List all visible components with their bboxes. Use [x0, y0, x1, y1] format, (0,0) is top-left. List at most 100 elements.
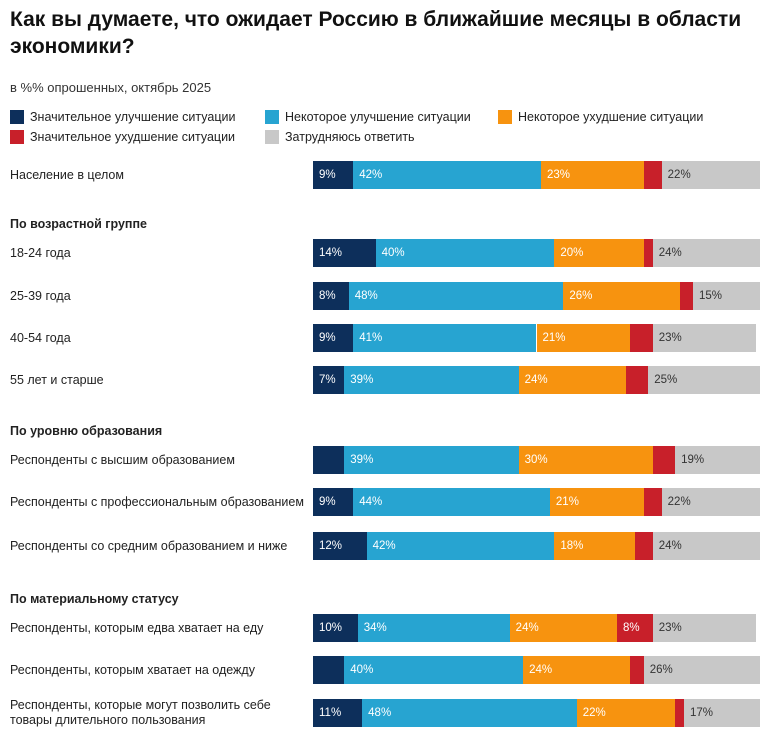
- bar-segment: 21%: [549, 488, 644, 516]
- bar-segment: 10%: [313, 614, 358, 642]
- value-label: 23%: [546, 169, 570, 181]
- bar-segment: 14%: [313, 239, 376, 267]
- group-heading: По уровню образования: [10, 424, 163, 438]
- row-label-text: Респонденты, которым хватает на одежду: [10, 662, 255, 677]
- value-label: 44%: [359, 496, 383, 508]
- value-label: 9%: [319, 332, 336, 344]
- row-label-text: Респонденты со средним образованием и ни…: [10, 538, 288, 553]
- bar-segment: 7%: [313, 366, 345, 394]
- value-label: 48%: [354, 290, 378, 302]
- bar-segment: 39%: [344, 446, 519, 474]
- legend-item: Затрудняюсь ответить: [265, 130, 415, 144]
- value-label: 26%: [649, 664, 673, 676]
- value-label: 23%: [658, 332, 682, 344]
- row-label-text: 18-24 года: [10, 245, 71, 260]
- bar-segment: 8%: [616, 614, 653, 642]
- row-label: 40-54 года: [10, 321, 305, 355]
- bar-segment: 24%: [523, 656, 631, 684]
- legend-swatch: [265, 110, 279, 124]
- bar-segment: 22%: [661, 488, 760, 516]
- row-label: 55 лет и старше: [10, 363, 305, 397]
- legend-item: Значительное улучшение ситуации: [10, 110, 235, 124]
- row-label: 25-39 года: [10, 279, 305, 313]
- bar-segment: 23%: [652, 614, 756, 642]
- bar-segment: 8%: [313, 282, 349, 310]
- row-label: Население в целом: [10, 158, 305, 192]
- row-label-text: 25-39 года: [10, 288, 71, 303]
- bar-segment: [634, 532, 653, 560]
- bar-segment: [675, 699, 684, 727]
- bar-segment: 9%: [313, 488, 354, 516]
- bar-segment: 24%: [652, 239, 760, 267]
- bar-segment: 42%: [366, 532, 555, 560]
- bar-segment: 44%: [353, 488, 550, 516]
- row-label-text: 40-54 года: [10, 330, 71, 345]
- value-label: 40%: [350, 664, 374, 676]
- legend-swatch: [265, 130, 279, 144]
- value-label: 24%: [515, 622, 539, 634]
- legend-label: Затрудняюсь ответить: [285, 130, 415, 144]
- bar-segment: [313, 656, 345, 684]
- row-label: Респонденты с профессиональным образован…: [10, 485, 305, 519]
- bar-segment: 24%: [652, 532, 760, 560]
- legend-label: Некоторое ухудшение ситуации: [518, 110, 704, 124]
- bar-segment: [643, 239, 653, 267]
- bar-segment: [313, 446, 345, 474]
- value-label: 22%: [667, 169, 691, 181]
- bar-segment: 34%: [357, 614, 510, 642]
- bar-segment: 9%: [313, 161, 354, 189]
- value-label: 42%: [359, 169, 383, 181]
- value-label: 39%: [350, 374, 374, 386]
- bar-segment: 39%: [344, 366, 519, 394]
- value-label: 14%: [319, 247, 343, 259]
- value-label: 24%: [658, 540, 682, 552]
- bar-segment: 41%: [353, 324, 537, 352]
- row-label: Респонденты, которые могут позволить себ…: [10, 696, 305, 730]
- bar-segment: 26%: [643, 656, 760, 684]
- row-label: 18-24 года: [10, 236, 305, 270]
- legend-swatch: [10, 130, 24, 144]
- bar-segment: [643, 488, 662, 516]
- bar-segment: 21%: [536, 324, 631, 352]
- value-label: 25%: [654, 374, 678, 386]
- bar-segment: 30%: [518, 446, 653, 474]
- bar-segment: 42%: [353, 161, 541, 189]
- bar-segment: 40%: [375, 239, 555, 267]
- legend-label: Некоторое улучшение ситуации: [285, 110, 471, 124]
- bar-segment: 24%: [518, 366, 626, 394]
- value-label: 34%: [363, 622, 387, 634]
- legend-item: Некоторое ухудшение ситуации: [498, 110, 703, 124]
- row-label-text: Респонденты с профессиональным образован…: [10, 494, 304, 509]
- row-label-text: Респонденты с высшим образованием: [10, 452, 235, 467]
- value-label: 9%: [319, 496, 336, 508]
- bar-segment: 17%: [684, 699, 760, 727]
- value-label: 22%: [667, 496, 691, 508]
- row-label-text: Население в целом: [10, 167, 124, 182]
- value-label: 40%: [381, 247, 405, 259]
- value-label: 21%: [542, 332, 566, 344]
- value-label: 18%: [560, 540, 584, 552]
- value-label: 24%: [658, 247, 682, 259]
- group-heading: По возрастной группе: [10, 217, 147, 231]
- bar-segment: [625, 366, 649, 394]
- value-label: 19%: [681, 454, 705, 466]
- value-label: 22%: [582, 707, 606, 719]
- bar-segment: 19%: [675, 446, 760, 474]
- row-label: Респонденты с высшим образованием: [10, 443, 305, 477]
- row-label: Респонденты, которым едва хватает на еду: [10, 611, 305, 645]
- bar-segment: [679, 282, 693, 310]
- bar-segment: 26%: [563, 282, 680, 310]
- bar-segment: [630, 656, 644, 684]
- bar-segment: 11%: [313, 699, 363, 727]
- legend-label: Значительное улучшение ситуации: [30, 110, 236, 124]
- value-label: 21%: [555, 496, 579, 508]
- legend-label: Значительное ухудшение ситуации: [30, 130, 236, 144]
- value-label: 41%: [359, 332, 383, 344]
- row-label: Респонденты, которым хватает на одежду: [10, 653, 305, 687]
- value-label: 12%: [319, 540, 343, 552]
- bar-segment: 23%: [652, 324, 756, 352]
- value-label: 17%: [690, 707, 714, 719]
- bar-segment: 40%: [344, 656, 524, 684]
- bar-segment: [630, 324, 653, 352]
